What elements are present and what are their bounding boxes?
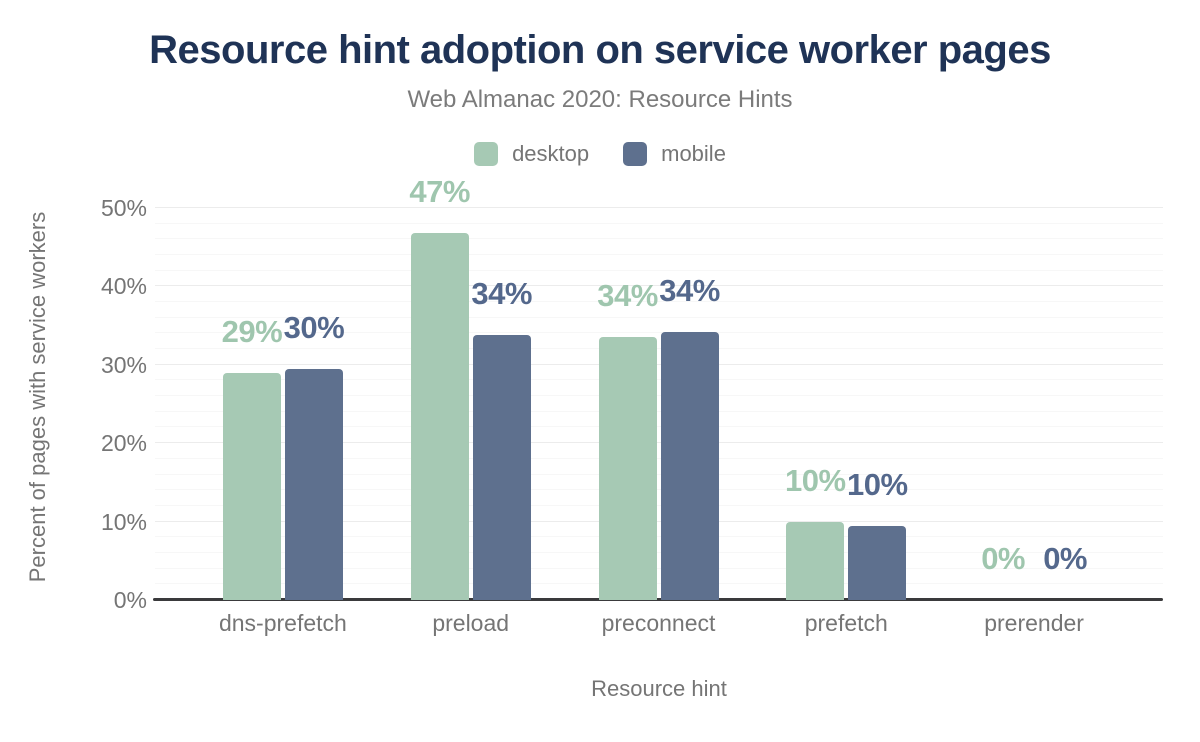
x-category-label-preconnect: preconnect (601, 610, 716, 636)
gridline-minor (155, 379, 1163, 381)
mobile-swatch-icon (623, 142, 648, 166)
y-tick-label: 20% (100, 430, 147, 457)
gridline-minor (155, 504, 1163, 506)
data-label-desktop-preload: 47% (409, 174, 470, 209)
data-label-desktop-preconnect: 34% (597, 278, 658, 314)
data-label-desktop-dns-prefetch: 29% (221, 314, 283, 350)
gridline-minor (155, 269, 1163, 271)
x-axis-title: Resource hint (591, 676, 727, 701)
desktop-swatch-icon (474, 142, 499, 166)
data-label-mobile-prerender: 0% (1043, 541, 1087, 576)
y-axis-ticks: 0% 10% 20% 30% 40% 50% (0, 193, 147, 613)
x-category-label-preload: preload (432, 610, 510, 636)
gridline-minor (155, 395, 1163, 397)
y-tick-label: 10% (100, 508, 147, 535)
gridline-minor (155, 457, 1163, 459)
data-label-mobile-preconnect: 34% (659, 272, 720, 308)
gridline-major (155, 206, 1163, 208)
x-axis-line (153, 598, 1163, 601)
legend-label-mobile: mobile (661, 141, 726, 166)
gridline-minor (155, 473, 1163, 475)
gridline-minor (155, 238, 1163, 240)
data-label-mobile-prefetch: 10% (847, 466, 908, 502)
gridline-minor (155, 583, 1163, 585)
gridline-minor (155, 301, 1163, 303)
bar-mobile-preload[interactable] (472, 334, 531, 600)
gridline-minor (155, 222, 1163, 224)
data-label-desktop-prerender: 0% (981, 541, 1025, 576)
bar-desktop-dns-prefetch[interactable] (222, 373, 281, 600)
x-category-label-prerender: prerender (984, 610, 1084, 636)
bars-layer: 29% 30% 47% 34% 34% 34% 10% 10% 0% 0% (189, 176, 1128, 600)
y-tick-label: 30% (100, 351, 147, 378)
gridline-major (155, 520, 1163, 522)
gridline-major (155, 363, 1163, 365)
bar-desktop-prefetch[interactable] (786, 522, 845, 600)
legend-item-mobile[interactable]: mobile (623, 141, 726, 167)
gridline-minor (155, 567, 1163, 569)
bar-mobile-prefetch[interactable] (848, 525, 907, 600)
gridline-major (155, 442, 1163, 444)
bar-mobile-preconnect[interactable] (660, 331, 719, 600)
gridline-minor (155, 253, 1163, 255)
legend-label-desktop: desktop (512, 141, 590, 166)
gridline-minor (155, 410, 1163, 412)
gridline-minor (155, 316, 1163, 318)
y-tick-label: 50% (100, 194, 147, 221)
chart-subtitle: Web Almanac 2020: Resource Hints (407, 86, 793, 113)
gridline-minor (155, 348, 1163, 350)
x-category-label-prefetch: prefetch (804, 610, 888, 636)
data-label-mobile-preload: 34% (471, 275, 532, 311)
legend: desktop mobile (0, 141, 1200, 167)
gridline-minor (155, 426, 1163, 428)
bar-desktop-preload[interactable] (410, 233, 469, 600)
gridline-minor (155, 536, 1163, 538)
x-axis-category-labels: dns-prefetch preload preconnect prefetch pre… (189, 610, 1128, 637)
gridline-major (155, 285, 1163, 287)
bar-mobile-dns-prefetch[interactable] (284, 368, 343, 600)
gridline-minor (155, 551, 1163, 553)
gridline-minor (155, 489, 1163, 491)
chart-title: Resource hint adoption on service worker… (149, 28, 1051, 72)
y-tick-label: 40% (100, 273, 147, 300)
data-label-desktop-prefetch: 10% (785, 463, 846, 499)
legend-item-desktop[interactable]: desktop (474, 141, 589, 167)
plot-area: 29% 30% 47% 34% 34% 34% 10% 10% 0% 0% (153, 176, 1163, 601)
gridline-minor (155, 332, 1163, 334)
x-category-label-dns-prefetch: dns-prefetch (218, 610, 347, 636)
bar-desktop-preconnect[interactable] (598, 337, 657, 600)
data-label-mobile-dns-prefetch: 30% (283, 309, 345, 345)
y-tick-label: 0% (113, 587, 147, 613)
